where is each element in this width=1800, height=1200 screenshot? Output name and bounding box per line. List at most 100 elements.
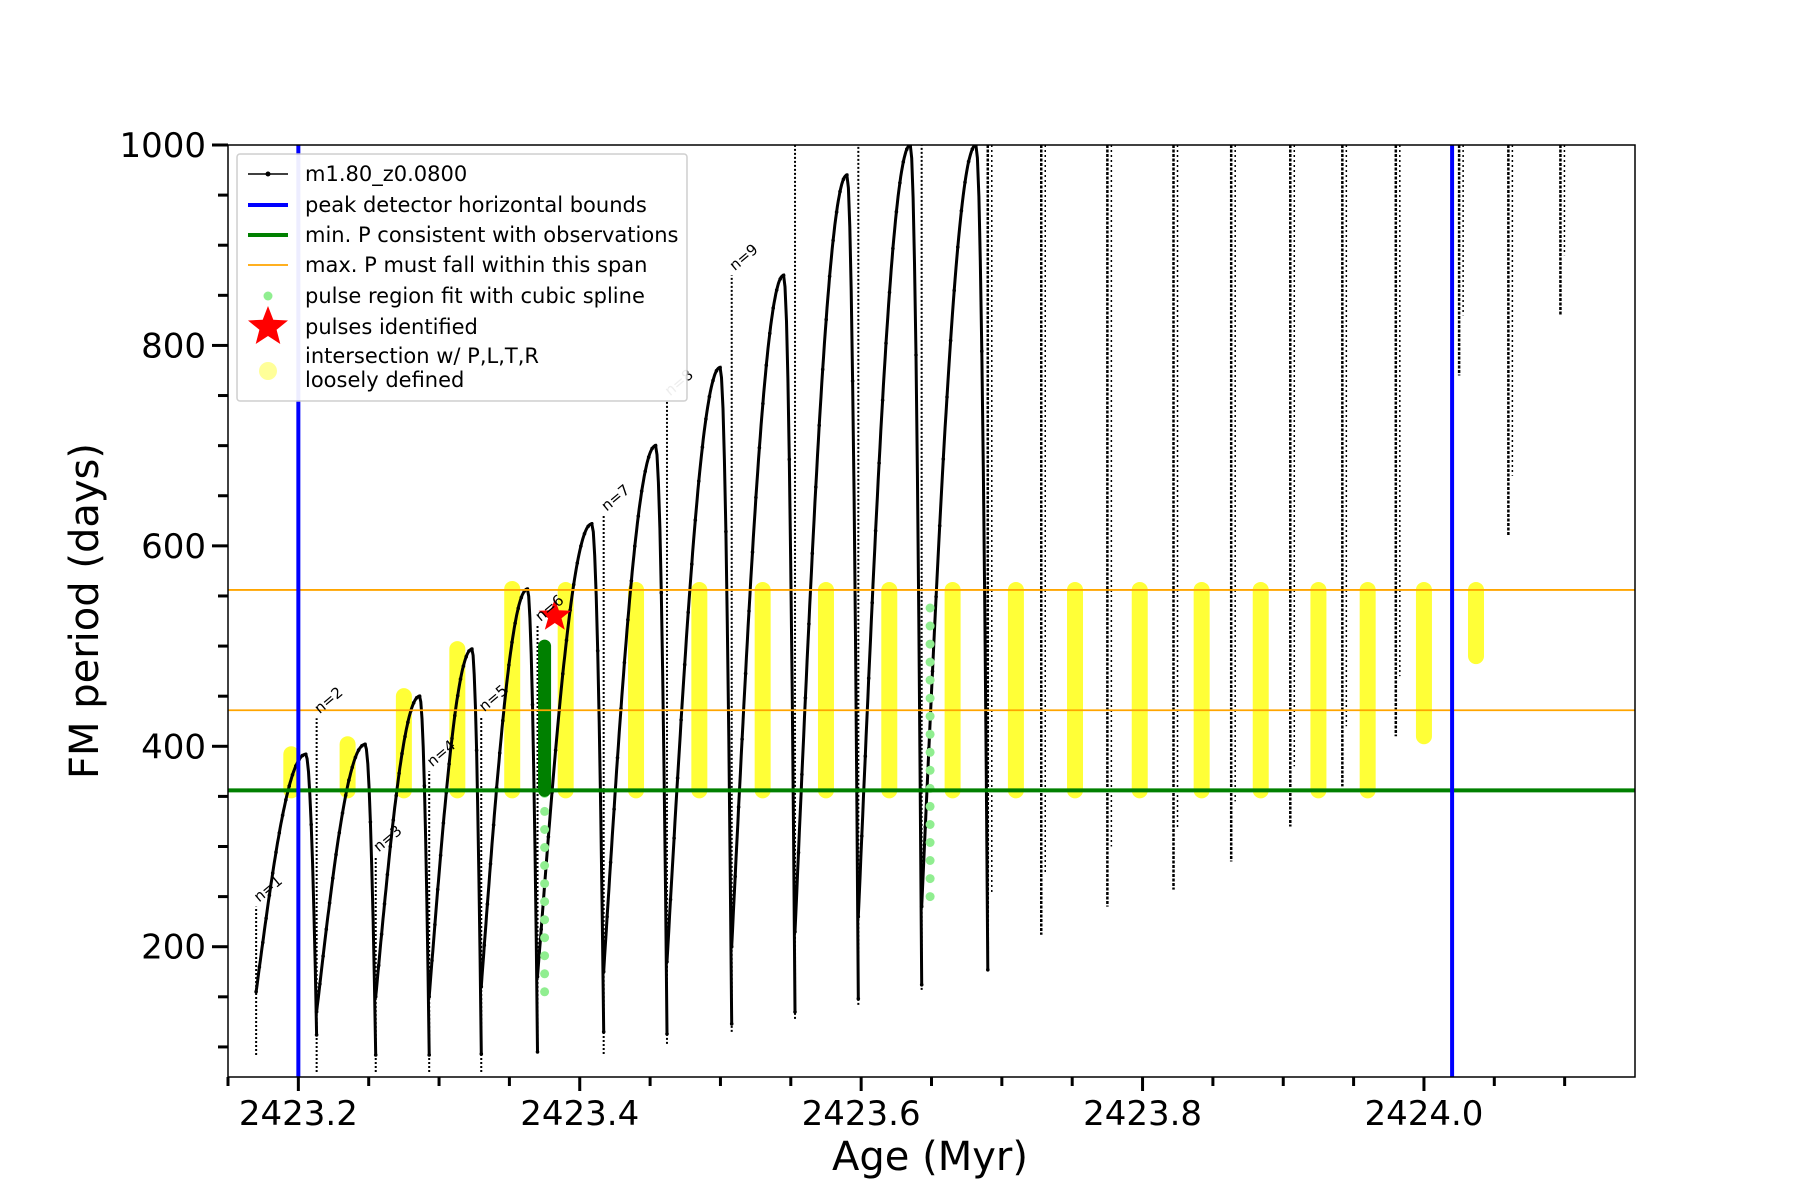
- legend-label-6: pulses identified: [305, 315, 478, 339]
- track-point: [546, 835, 551, 839]
- track-point: [485, 902, 490, 906]
- track-point: [941, 457, 946, 461]
- track-point: [704, 417, 708, 421]
- track-point: [277, 831, 282, 835]
- track-point: [629, 579, 634, 583]
- spline-point: [925, 892, 935, 902]
- track-point: [834, 210, 839, 214]
- track-point: [287, 784, 292, 788]
- track-point: [430, 958, 434, 963]
- track-point: [363, 742, 367, 747]
- track-point: [877, 461, 881, 465]
- track-point: [736, 805, 741, 809]
- track-point: [659, 590, 664, 595]
- track-point: [850, 379, 855, 383]
- track-point: [787, 457, 792, 462]
- track-point: [474, 748, 479, 753]
- spline-point: [540, 843, 550, 852]
- track-point: [264, 916, 268, 921]
- track-point: [793, 929, 797, 934]
- track-point: [304, 752, 308, 757]
- track-point: [461, 664, 466, 668]
- track-point: [450, 736, 454, 741]
- track-point: [764, 363, 769, 368]
- legend-item-5: pulse region fit with cubic spline: [263, 284, 645, 308]
- track-point: [561, 671, 565, 676]
- track-point: [880, 398, 885, 403]
- spline-point: [925, 747, 935, 757]
- track-point: [891, 246, 895, 251]
- legend-item-4: max. P must fall within this span: [248, 253, 647, 277]
- track-point: [519, 595, 524, 600]
- track-point: [636, 514, 641, 518]
- spline-point: [925, 820, 935, 829]
- legend-label-5: pulse region fit with cubic spline: [305, 284, 645, 308]
- legend-label-2: peak detector horizontal bounds: [305, 193, 647, 217]
- spline-point: [925, 729, 935, 739]
- pulse-11: [856, 145, 924, 1005]
- track-point: [438, 853, 443, 858]
- pulse-identified-star-1: [538, 599, 571, 630]
- legend-label-7: intersection w/ P,L,T,R: [305, 344, 539, 368]
- track-point: [856, 914, 861, 919]
- track-point: [254, 990, 258, 994]
- track-point: [290, 773, 295, 777]
- track-point: [360, 744, 364, 748]
- track-point: [497, 751, 502, 755]
- spline-point: [540, 861, 550, 870]
- spline-point: [925, 675, 935, 685]
- spline-point: [540, 951, 550, 961]
- track-point: [414, 696, 419, 700]
- track-point: [966, 159, 971, 164]
- track-point: [980, 349, 984, 354]
- legend-label-4: max. P must fall within this span: [305, 253, 647, 277]
- legend-swatch-dot: [265, 171, 271, 177]
- track-point: [747, 609, 751, 613]
- track-point: [309, 822, 314, 827]
- spline-point: [925, 838, 935, 847]
- x-tick-label-4: 2423.8: [1083, 1094, 1202, 1134]
- pulse-label-3: n=3: [370, 821, 406, 855]
- track-point: [814, 485, 818, 489]
- legend-item-6: pulses identified: [248, 306, 478, 344]
- pulse-label-9: n=9: [726, 240, 762, 274]
- track-point: [340, 811, 345, 815]
- track-point: [539, 927, 543, 932]
- x-tick-label-5: 2424.0: [1364, 1094, 1483, 1134]
- track-point: [394, 793, 399, 798]
- track-point: [884, 341, 888, 346]
- track-point: [257, 965, 262, 969]
- track-point: [397, 771, 401, 776]
- track-point: [491, 823, 496, 827]
- track-point: [700, 445, 705, 449]
- legend-item-3: min. P consistent with observations: [248, 223, 678, 247]
- legend-label-7-line2: loosely defined: [305, 368, 464, 392]
- track-point: [406, 720, 410, 724]
- track-point: [530, 702, 535, 707]
- track-point: [866, 676, 871, 680]
- track-point: [417, 694, 422, 698]
- track-point: [582, 531, 587, 536]
- track-point: [605, 915, 609, 919]
- legend-item-2: peak detector horizontal bounds: [248, 193, 647, 217]
- track-point: [863, 754, 868, 758]
- track-point: [970, 147, 975, 151]
- track-point: [433, 922, 437, 927]
- track-point: [690, 562, 694, 566]
- track-point: [376, 963, 381, 968]
- pulse-8: [665, 365, 734, 1044]
- track-point: [714, 368, 719, 373]
- track-point: [952, 288, 956, 293]
- track-point: [729, 944, 734, 949]
- track-point: [595, 649, 600, 653]
- legend-item-1: m1.80_z0.0800: [248, 162, 467, 187]
- track-point: [817, 423, 821, 428]
- track-point: [778, 277, 782, 281]
- pulse-label-2: n=2: [311, 683, 347, 717]
- track-point: [845, 173, 849, 177]
- track-point: [740, 737, 744, 741]
- pulse-1: [254, 752, 319, 1055]
- track-point: [400, 751, 404, 756]
